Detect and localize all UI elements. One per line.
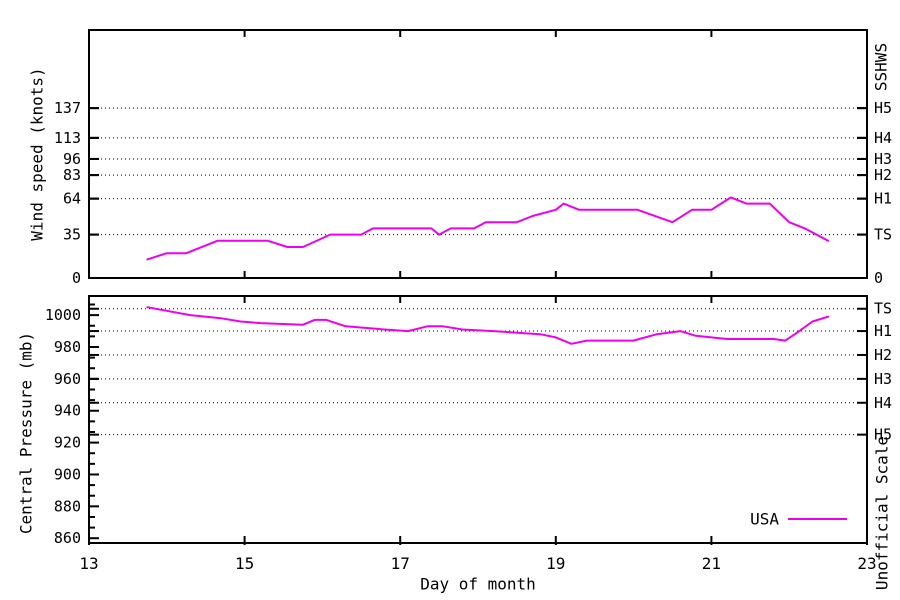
- wind-left-tick-label: 113: [54, 129, 81, 147]
- unofficial-scale-axis-title: Unofficial Scale: [872, 435, 892, 591]
- wind-right-tick-label: H4: [874, 129, 892, 147]
- pressure-right-tick-label: H2: [874, 346, 892, 364]
- pressure-right-tick-label: H3: [874, 370, 892, 388]
- x-tick-label: 15: [235, 554, 254, 573]
- wind-right-tick-label: H3: [874, 150, 892, 168]
- pressure-left-tick-label: 880: [54, 497, 81, 515]
- pressure-right-tick-label: H5: [874, 426, 892, 444]
- wind-right-tick-label: H2: [874, 166, 892, 184]
- x-tick-label: 13: [79, 554, 98, 573]
- pressure-axis-title: Central Pressure (mb): [16, 331, 36, 535]
- wind-panel-border: [88, 29, 868, 279]
- pressure-right-tick-label: TS: [874, 300, 892, 318]
- wind-left-tick-label: 0: [72, 269, 81, 287]
- sshws-axis-title: SSHWS: [871, 42, 891, 92]
- x-axis-title: Day of month: [420, 574, 536, 594]
- pressure-left-tick-label: 1000: [45, 306, 81, 324]
- wind-left-tick-label: 83: [63, 166, 81, 184]
- legend-label: USA: [750, 509, 779, 529]
- wind-left-tick-label: 137: [54, 99, 81, 117]
- wind-axis-title: Wind speed (knots): [27, 67, 47, 241]
- pressure-left-tick-label: 940: [54, 402, 81, 420]
- x-tick-label: 23: [857, 554, 876, 573]
- wind-right-tick-label: 0: [874, 269, 883, 287]
- wind-left-tick-label: 35: [63, 226, 81, 244]
- x-tick-label: 17: [391, 554, 410, 573]
- pressure-right-tick-label: H1: [874, 322, 892, 340]
- wind-right-tick-label: TS: [874, 226, 892, 244]
- pressure-left-tick-label: 960: [54, 370, 81, 388]
- pressure-left-tick-label: 920: [54, 434, 81, 452]
- pressure-panel-border: [88, 295, 868, 544]
- legend-line-sample: [788, 518, 847, 520]
- wind-right-tick-label: H5: [874, 99, 892, 117]
- wind-right-tick-label: H1: [874, 190, 892, 208]
- x-tick-label: 19: [546, 554, 565, 573]
- pressure-series-usa: [146, 306, 830, 345]
- x-tick-label: 21: [702, 554, 721, 573]
- pressure-right-tick-label: H4: [874, 394, 892, 412]
- pressure-left-tick-label: 980: [54, 338, 81, 356]
- wind-left-tick-label: 96: [63, 150, 81, 168]
- wind-series-usa: [146, 196, 830, 261]
- pressure-left-tick-label: 860: [54, 529, 81, 547]
- pressure-left-tick-label: 900: [54, 465, 81, 483]
- wind-left-tick-label: 64: [63, 190, 81, 208]
